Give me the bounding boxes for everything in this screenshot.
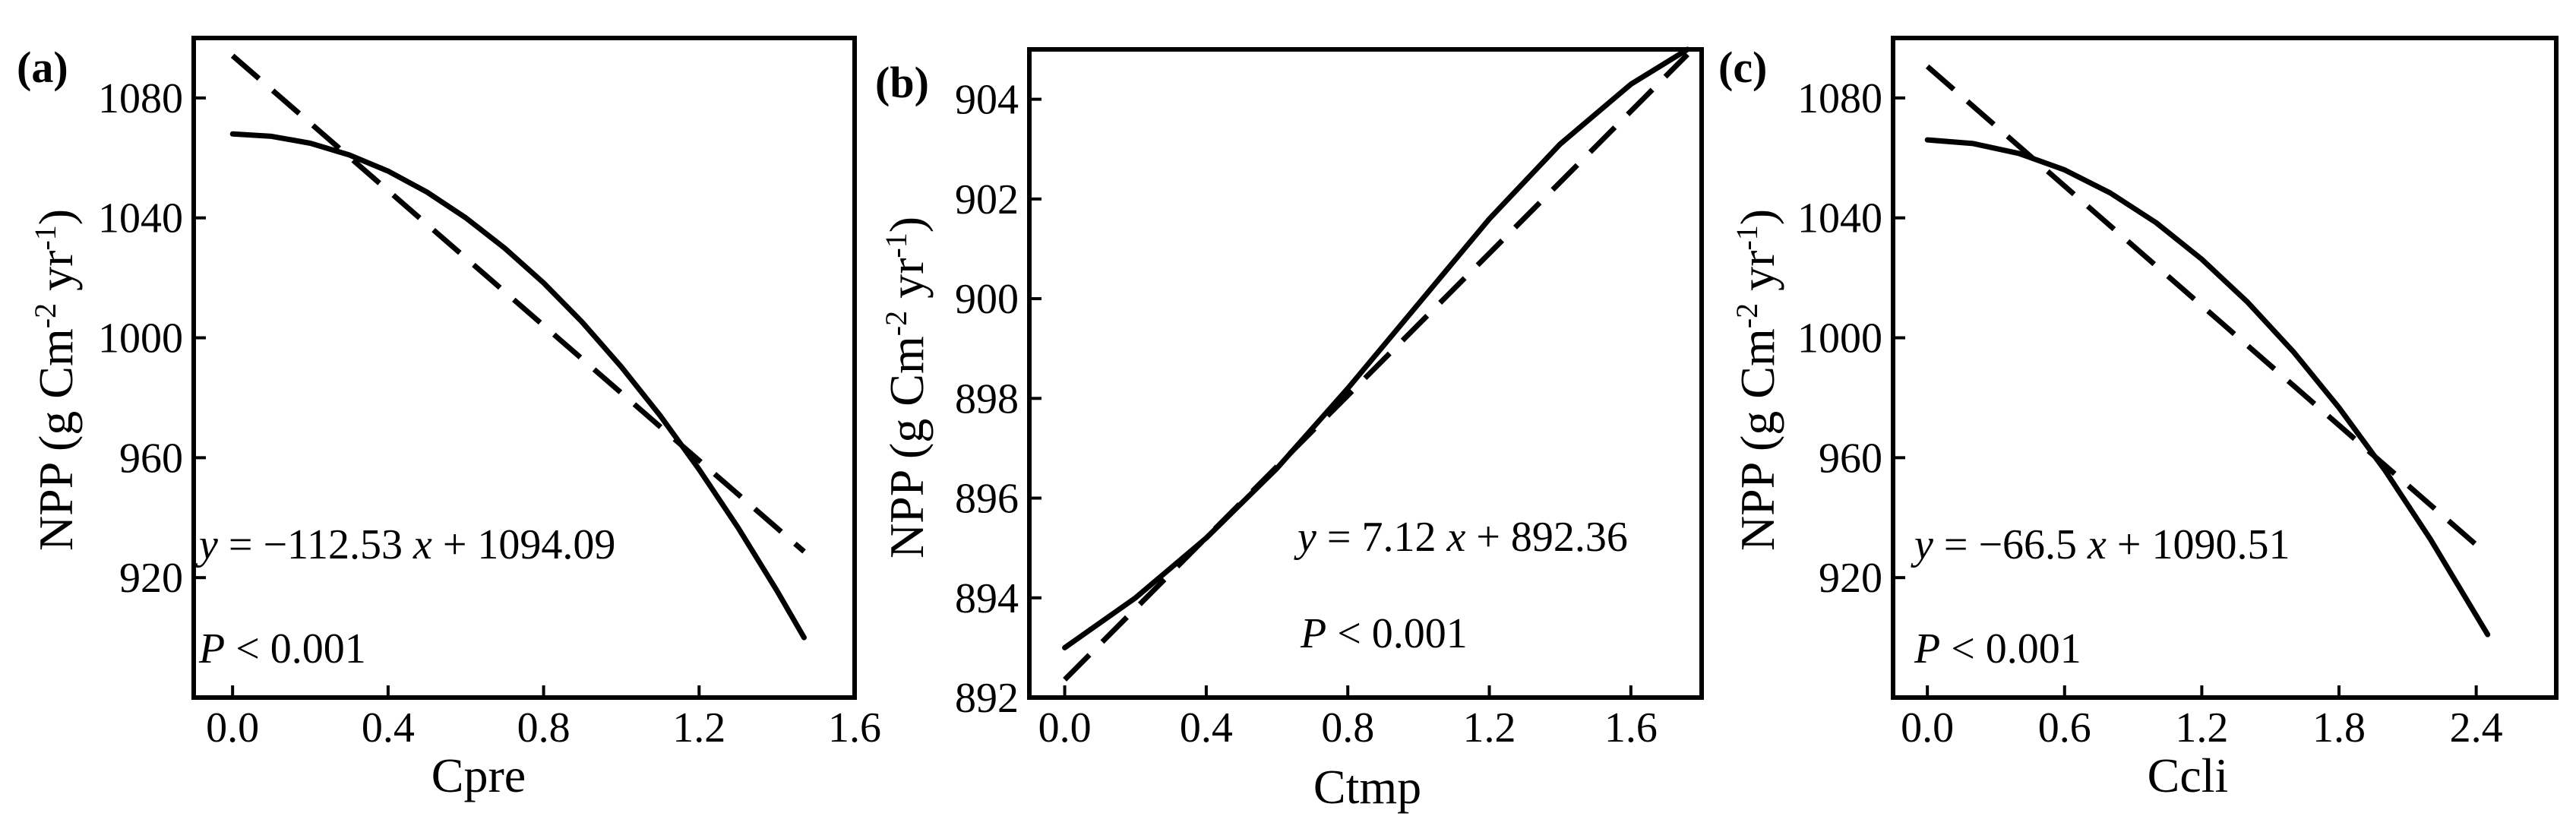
fitted-curve-line: [1924, 137, 2491, 638]
x-axis-title-b: Ctmp: [1313, 760, 1421, 814]
x-tick-label: 1.2: [672, 704, 725, 751]
fitted-curve-line: [229, 131, 807, 641]
linear-fit-line: [1063, 52, 1689, 682]
axes-frame: [1891, 36, 2559, 700]
x-axis-title-c: Ccli: [2148, 748, 2229, 802]
panel-label-c: (c): [1718, 43, 1767, 92]
panel-a: (a) NPP (g Cm-2 yr-1) 0.0 0.4 0.8 1.2 1.6 920…: [17, 36, 881, 802]
x-tick-label: 1.2: [2175, 704, 2228, 751]
x-tick-label: 0.0: [206, 704, 259, 751]
plot-area-b: 0.0 0.4 0.8 1.2 1.6 892 894 896 898 900 902 904: [955, 46, 1704, 751]
equation-c: y = −66.5 x + 1090.51: [1911, 521, 2290, 568]
y-tick-label: 920: [1819, 555, 1882, 602]
linear-fit-line: [1925, 64, 2489, 557]
y-tick-label: 960: [1819, 435, 1882, 482]
equation-a: y = −112.53 x + 1094.09: [195, 521, 615, 568]
y-tick-label: 1000: [1797, 315, 1882, 362]
fitted-curve-line: [1062, 46, 1690, 650]
x-tick-label: 1.6: [1604, 704, 1658, 751]
y-tick-label: 902: [955, 176, 1019, 223]
panel-b: (b) NPP (g Cm-2 yr-1) 0.0 0.4 0.8 1.2 1.6 892…: [875, 46, 1704, 814]
y-tick-label: 1080: [1797, 75, 1882, 122]
x-tick-label: 0.0: [1038, 704, 1092, 751]
y-tick-label: 1040: [98, 195, 183, 242]
y-tick-label: 960: [119, 435, 183, 482]
x-tick-label: 2.4: [2450, 704, 2503, 751]
y-tick-label: 894: [955, 575, 1019, 622]
x-axis-title-a: Cpre: [431, 748, 526, 802]
plot-area-a: 0.0 0.4 0.8 1.2 1.6 920 960 1000 1040 1080: [98, 36, 881, 751]
x-tick-label: 0.8: [1321, 704, 1374, 751]
y-tick-label: 900: [955, 276, 1019, 323]
y-tick-label: 904: [955, 77, 1019, 124]
x-tick-label: 0.6: [2038, 704, 2091, 751]
x-tick-label: 1.6: [828, 704, 881, 751]
equation-b: y = 7.12 x + 892.36: [1294, 514, 1628, 561]
p-value-b: P < 0.001: [1300, 610, 1468, 657]
x-tick-label: 0.8: [517, 704, 571, 751]
y-tick-label: 920: [119, 555, 183, 602]
axes-frame: [1027, 47, 1704, 700]
p-value-c: P < 0.001: [1914, 625, 2081, 672]
y-axis-title-a: NPP (g Cm-2 yr-1): [28, 209, 83, 551]
y-tick-label: 1080: [98, 75, 183, 122]
y-axis-title-c: NPP (g Cm-2 yr-1): [1730, 209, 1784, 551]
y-tick-label: 1040: [1797, 195, 1882, 242]
y-tick-label: 1000: [98, 315, 183, 362]
linear-fit-line: [230, 53, 806, 554]
panel-label-a: (a): [17, 43, 68, 92]
plot-area-c: 0.0 0.6 1.2 1.8 2.4 920 960 1000 1040 1080: [1797, 36, 2559, 751]
panel-label-b: (b): [875, 58, 929, 107]
x-tick-label: 1.8: [2312, 704, 2366, 751]
y-tick-label: 892: [955, 675, 1019, 722]
panel-c: (c) NPP (g Cm-2 yr-1) 0.0 0.6 1.2 1.8 2.4 920…: [1718, 36, 2559, 802]
y-axis-title-b: NPP (g Cm-2 yr-1): [879, 217, 934, 558]
x-tick-label: 0.4: [1180, 704, 1233, 751]
x-tick-label: 0.0: [1901, 704, 1954, 751]
y-tick-label: 898: [955, 375, 1019, 422]
x-tick-label: 1.2: [1463, 704, 1516, 751]
axes-frame: [191, 36, 857, 700]
p-value-a: P < 0.001: [198, 625, 366, 672]
x-tick-label: 0.4: [362, 704, 415, 751]
y-tick-label: 896: [955, 476, 1019, 523]
